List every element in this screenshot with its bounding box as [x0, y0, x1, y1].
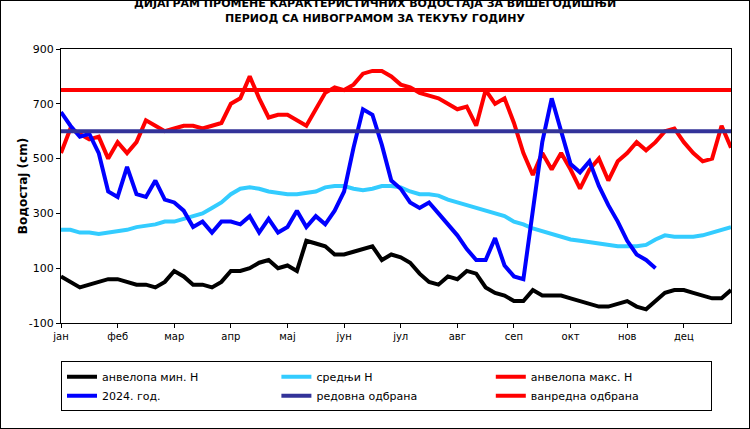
svg-text:мај: мај: [279, 331, 295, 342]
svg-text:100: 100: [33, 262, 54, 275]
svg-text:500: 500: [33, 152, 54, 165]
svg-text:ванредна одбрана: ванредна одбрана: [531, 390, 639, 403]
svg-text:јул: јул: [392, 331, 408, 342]
svg-text:дец: дец: [674, 331, 694, 342]
svg-text:јан: јан: [52, 331, 68, 342]
svg-text:анвелопа макс. Н: анвелопа макс. Н: [531, 371, 632, 384]
svg-text:авг: авг: [449, 331, 466, 342]
svg-text:-100: -100: [29, 317, 54, 330]
svg-text:феб: феб: [107, 331, 128, 342]
svg-text:Водостај (cm): Водостај (cm): [16, 138, 30, 234]
svg-text:јун: јун: [335, 331, 351, 342]
svg-text:ДИЈАГРАМ ПРОМЕНЕ КАРАКТЕРИСТИЧ: ДИЈАГРАМ ПРОМЕНЕ КАРАКТЕРИСТИЧНИХ ВОДОСТ…: [134, 1, 616, 25]
svg-text:2024. год.: 2024. год.: [102, 390, 161, 403]
svg-text:анвелопа мин. Н: анвелопа мин. Н: [102, 371, 198, 384]
svg-text:300: 300: [33, 207, 54, 220]
svg-text:редовна одбрана: редовна одбрана: [316, 390, 417, 403]
svg-text:средњи Н: средњи Н: [316, 371, 372, 384]
svg-text:900: 900: [33, 43, 54, 56]
svg-text:нов: нов: [618, 331, 637, 342]
svg-text:окт: окт: [562, 331, 580, 342]
svg-text:сеп: сеп: [505, 331, 523, 342]
svg-text:апр: апр: [221, 331, 240, 342]
svg-text:700: 700: [33, 98, 54, 111]
svg-text:мар: мар: [164, 331, 184, 342]
